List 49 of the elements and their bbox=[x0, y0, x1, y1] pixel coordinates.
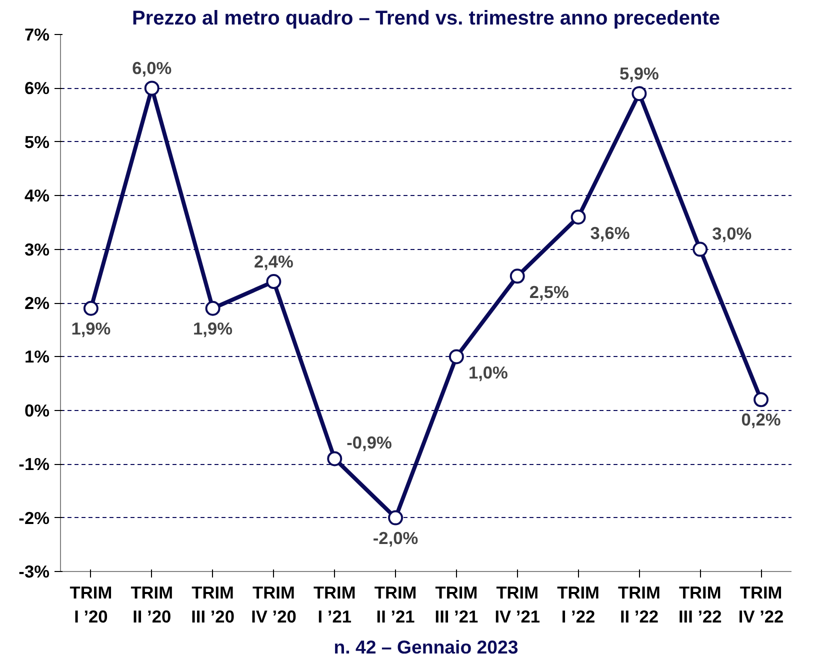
y-tick-label: 7% bbox=[24, 24, 50, 44]
y-tick-label: 4% bbox=[24, 186, 50, 206]
data-label: 0,2% bbox=[741, 410, 781, 430]
data-label: 6,0% bbox=[132, 58, 172, 78]
point bbox=[327, 451, 342, 466]
x-tick-label: TRIM II ’21 bbox=[374, 582, 417, 626]
data-label: 1,0% bbox=[468, 362, 508, 383]
point bbox=[692, 242, 708, 257]
point bbox=[144, 80, 160, 96]
point bbox=[205, 300, 220, 316]
data-label: 2,5% bbox=[529, 282, 569, 302]
text: n. 42 – Gennaio 2023 bbox=[334, 636, 518, 658]
x-tick-label: TRIM III ’22 bbox=[678, 582, 722, 626]
data-label: 1,9% bbox=[71, 318, 111, 338]
y-tick-label: 2% bbox=[24, 293, 50, 313]
data-label: 1,9% bbox=[193, 318, 233, 338]
x-tick-label: TRIM II ’22 bbox=[618, 582, 660, 626]
data-label: 3,0% bbox=[712, 223, 752, 244]
y-tick-label: 6% bbox=[24, 78, 50, 98]
point bbox=[510, 268, 525, 284]
y-tick-label: -3% bbox=[18, 562, 50, 582]
point bbox=[266, 274, 282, 290]
data-label: -0,9% bbox=[346, 432, 392, 453]
data-label: 3,6% bbox=[590, 223, 630, 244]
y-tick-label: 3% bbox=[24, 239, 50, 260]
x-tick-label: TRIM IV ’22 bbox=[738, 582, 784, 626]
x-tick-label: TRIM I ’20 bbox=[70, 582, 112, 626]
y-tick-label: 5% bbox=[24, 132, 50, 152]
chart-title: Prezzo al metro quadro – Trend vs. trimestre anno precedente bbox=[132, 8, 720, 30]
x-tick-label: TRIM III ’21 bbox=[434, 582, 478, 626]
data-label: 2,4% bbox=[254, 252, 294, 272]
x-tick-label: TRIM III ’20 bbox=[191, 582, 234, 626]
point bbox=[570, 210, 586, 225]
x-tick-label: TRIM II ’20 bbox=[130, 582, 174, 626]
point bbox=[388, 510, 404, 526]
y-tick-label: -1% bbox=[18, 454, 50, 474]
x-tick-label: TRIM IV ’20 bbox=[251, 582, 296, 626]
y-tick-label: -2% bbox=[18, 508, 50, 528]
point bbox=[83, 300, 98, 316]
point bbox=[632, 86, 647, 102]
point bbox=[448, 349, 464, 364]
x-tick-label: TRIM I ’21 bbox=[313, 582, 356, 626]
data-label: -2,0% bbox=[372, 528, 418, 548]
y-tick-label: 1% bbox=[24, 346, 50, 367]
x-tick-label: TRIM IV ’21 bbox=[494, 582, 540, 626]
y-tick-label: 0% bbox=[24, 400, 50, 420]
data-label: 5,9% bbox=[619, 64, 659, 84]
point bbox=[754, 392, 769, 408]
x-tick-label: TRIM I ’22 bbox=[557, 582, 600, 626]
